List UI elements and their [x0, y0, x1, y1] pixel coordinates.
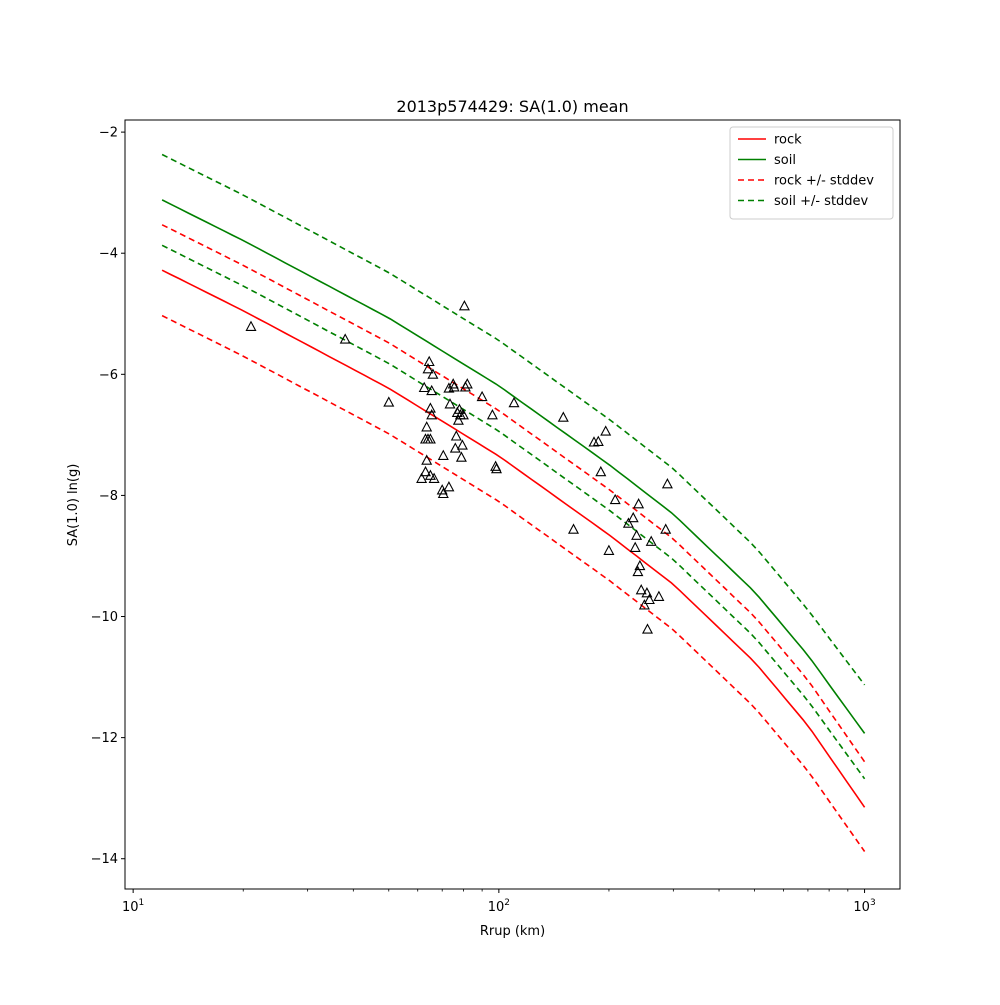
legend-label-1: soil: [774, 153, 796, 168]
observation-marker-58: [634, 559, 646, 571]
observation-marker-24: [444, 398, 456, 409]
observation-marker-43: [508, 396, 520, 408]
x-tick-label-1: 102: [488, 898, 510, 915]
observation-marker-53: [627, 511, 639, 523]
observation-marker-50: [603, 544, 615, 555]
observation-marker-34: [456, 439, 468, 450]
x-tick-label-base-1: 10: [488, 900, 505, 915]
x-tick-label-base-2: 10: [853, 900, 870, 915]
observation-marker-66: [660, 523, 672, 534]
observation-marker-7: [421, 421, 433, 432]
curve-soil-mean-3: [161, 199, 866, 734]
observation-marker-35: [457, 409, 469, 420]
observation-marker-16: [426, 409, 438, 420]
observation-marker-40: [486, 409, 498, 420]
observation-marker-42: [490, 462, 503, 474]
observation-marker-20: [437, 487, 449, 499]
legend-label-3: soil +/- stddev: [774, 194, 869, 209]
observation-marker-36: [458, 300, 470, 311]
observation-marker-62: [641, 623, 654, 634]
observation-marker-65: [653, 590, 665, 601]
observation-marker-64: [645, 535, 657, 546]
curve-rock-stddev-2: [161, 314, 866, 852]
curve-soil-stddev-5: [161, 244, 866, 780]
observation-marker-30: [452, 414, 464, 425]
observation-marker-8: [421, 454, 433, 465]
observation-marker-47: [592, 435, 604, 446]
observation-marker-49: [600, 425, 612, 436]
observation-marker-26: [448, 381, 460, 392]
legend-label-2: rock +/- stddev: [774, 174, 874, 189]
observation-marker-14: [424, 433, 436, 444]
y-tick-label-0: −2: [99, 126, 118, 141]
observation-marker-54: [629, 541, 641, 552]
observation-marker-6: [419, 465, 432, 477]
observation-marker-59: [635, 584, 647, 595]
x-tick-label-base-0: 10: [122, 900, 139, 915]
observation-marker-10: [422, 363, 434, 374]
chart-title: 2013p574429: SA(1.0) mean: [396, 97, 628, 116]
observation-marker-39: [476, 390, 488, 402]
x-tick-label-exponent-2: 3: [870, 898, 876, 908]
observation-marker-61: [641, 587, 653, 598]
observation-marker-48: [595, 465, 607, 477]
observation-marker-15: [426, 384, 438, 396]
observation-marker-23: [443, 481, 455, 492]
observation-marker-45: [567, 523, 580, 534]
y-axis-label: SA(1.0) ln(g): [66, 464, 81, 547]
legend: rock soil rock +/- stddev soil +/- stddev: [729, 126, 894, 220]
legend-box: [729, 126, 894, 220]
observation-marker-63: [643, 593, 655, 605]
observation-marker-57: [633, 498, 645, 509]
observation-marker-33: [455, 451, 467, 462]
observation-marker-60: [638, 599, 650, 610]
observation-marker-44: [557, 411, 569, 422]
observation-marker-21: [437, 449, 449, 460]
x-tick-label-0: 101: [122, 898, 144, 915]
observation-marker-67: [661, 478, 673, 489]
y-tick-label-4: −10: [91, 610, 118, 625]
observation-marker-11: [423, 355, 435, 367]
y-tick-label-6: −14: [91, 852, 118, 867]
observation-marker-52: [622, 517, 634, 528]
observation-marker-51: [609, 493, 621, 505]
observation-marker-38: [461, 378, 473, 389]
observation-marker-0: [245, 320, 257, 331]
curve-soil-stddev-4: [161, 153, 866, 686]
observation-marker-4: [418, 381, 430, 393]
observation-marker-3: [416, 472, 428, 483]
observation-marker-27: [449, 442, 461, 453]
plot-frame: [124, 119, 901, 890]
legend-label-0: rock: [774, 133, 802, 148]
x-tick-label-exponent-0: 1: [139, 898, 145, 908]
x-axis-label: Rrup (km): [480, 924, 545, 939]
y-tick-label-2: −6: [99, 368, 118, 383]
observation-marker-12: [424, 469, 436, 480]
observation-marker-55: [631, 529, 643, 540]
observation-marker-18: [428, 472, 440, 483]
curve-rock-stddev-1: [161, 224, 866, 763]
observation-marker-28: [450, 430, 462, 441]
curve-rock-mean-0: [161, 269, 866, 808]
observation-marker-17: [427, 368, 439, 379]
y-tick-label-5: −12: [91, 731, 118, 746]
observation-marker-31: [453, 403, 465, 414]
x-tick-label-2: 103: [853, 898, 875, 915]
observation-marker-56: [632, 565, 644, 577]
observation-marker-2: [383, 396, 395, 407]
x-tick-label-exponent-1: 2: [504, 898, 510, 908]
y-tick-label-3: −8: [99, 489, 118, 504]
observation-marker-1: [339, 333, 351, 344]
y-tick-label-1: −4: [99, 247, 118, 262]
